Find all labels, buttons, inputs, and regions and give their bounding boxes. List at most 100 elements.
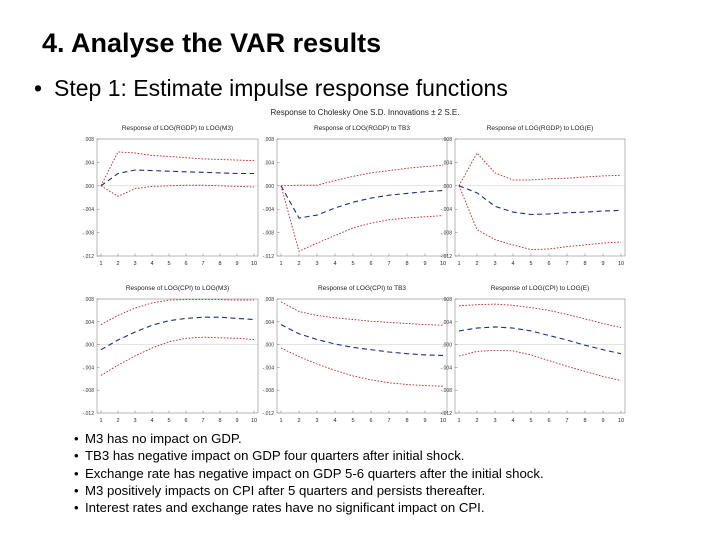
- x-tick-label: 9: [423, 261, 426, 267]
- y-tick-label: -.012: [83, 254, 95, 260]
- figure-title-text: Response to Cholesky One S.D. Innovation…: [270, 108, 460, 117]
- upper-band-line: [280, 164, 444, 187]
- x-tick-label: 9: [601, 261, 604, 267]
- y-tick-label: -.004: [83, 207, 95, 213]
- response-line: [280, 185, 444, 219]
- irf-panel: Response of LOG(CPI) to LOG(M3) .008 .004.…: [83, 285, 259, 424]
- y-tick-label: .004: [84, 160, 94, 166]
- slide-title: 4. Analyse the VAR results: [42, 28, 382, 58]
- y-tick-label: .008: [264, 137, 274, 143]
- x-tick-label: 5: [529, 418, 532, 424]
- lower-band-line: [458, 185, 622, 251]
- x-tick-label: 9: [235, 418, 238, 424]
- lower-band-line: [280, 185, 444, 252]
- figure-title: Response to Cholesky One S.D. Innovation…: [0, 108, 720, 117]
- x-tick-label: 8: [218, 261, 221, 267]
- y-tick-label: -.008: [263, 388, 275, 394]
- finding-item: Interest rates and exchange rates have n…: [74, 499, 544, 517]
- y-tick-label: .004: [264, 160, 274, 166]
- panel-frame: [96, 298, 259, 414]
- x-tick-label: 9: [235, 261, 238, 267]
- y-tick-label: -.004: [441, 207, 453, 213]
- y-tick-label: -.008: [441, 231, 453, 237]
- x-tick-label: 10: [251, 418, 257, 424]
- panel-title: Response of LOG(CPI) to TB3: [318, 285, 406, 292]
- panel-frame: [276, 138, 448, 257]
- x-tick-label: 5: [351, 261, 354, 267]
- x-tick-label: 8: [218, 418, 221, 424]
- y-tick-label: -.012: [441, 411, 453, 417]
- x-tick-label: 6: [369, 261, 372, 267]
- y-tick-label: .000: [442, 184, 452, 190]
- x-tick-label: 1: [99, 418, 102, 424]
- x-tick-label: 8: [405, 261, 408, 267]
- x-tick-label: 4: [150, 418, 153, 424]
- y-tick-label: -.012: [83, 411, 95, 417]
- x-tick-label: 2: [475, 261, 478, 267]
- step-bullet: •: [34, 75, 43, 101]
- x-tick-label: 1: [279, 261, 282, 267]
- y-tick-label: .004: [442, 160, 452, 166]
- x-tick-label: 6: [547, 261, 550, 267]
- upper-band-line: [100, 299, 254, 325]
- x-tick-label: 9: [601, 418, 604, 424]
- x-tick-label: 4: [333, 418, 336, 424]
- x-tick-label: 3: [315, 418, 318, 424]
- y-tick-label: .000: [264, 343, 274, 349]
- x-tick-label: 5: [167, 418, 170, 424]
- y-tick-label: .000: [84, 343, 94, 349]
- y-tick-label: .008: [442, 297, 452, 303]
- irf-panel: Response of LOG(RGDP) to LOG(M3) .008 .004…: [83, 125, 259, 267]
- x-tick-label: 3: [315, 261, 318, 267]
- y-tick-label: .008: [84, 297, 94, 303]
- x-tick-label: 10: [251, 261, 257, 267]
- x-tick-label: 1: [457, 418, 460, 424]
- y-tick-label: .004: [84, 320, 94, 326]
- x-tick-label: 1: [279, 418, 282, 424]
- x-tick-label: 4: [511, 418, 514, 424]
- x-tick-label: 5: [167, 261, 170, 267]
- x-tick-label: 7: [387, 418, 390, 424]
- x-tick-label: 2: [116, 261, 119, 267]
- y-tick-label: .000: [442, 343, 452, 349]
- response-line: [100, 316, 255, 351]
- panel-frame: [276, 298, 448, 414]
- irf-panel: Response of LOG(RGDP) to LOG(E) .008 .004.…: [441, 125, 626, 267]
- response-line: [100, 169, 254, 187]
- x-tick-label: 2: [297, 261, 300, 267]
- finding-item: M3 positively impacts on CPI after 5 qua…: [74, 482, 544, 500]
- irf-panel: Response of LOG(CPI) to LOG(E) .008 .004 .0…: [441, 285, 626, 424]
- y-tick-label: -.012: [441, 254, 453, 260]
- x-tick-label: 7: [565, 261, 568, 267]
- x-tick-label: 4: [511, 261, 514, 267]
- panel-title: Response of LOG(RGDP) to LOG(M3): [122, 125, 233, 132]
- y-tick-label: .000: [264, 184, 274, 190]
- upper-band-line: [458, 303, 622, 328]
- x-tick-label: 5: [529, 261, 532, 267]
- y-tick-label: -.012: [263, 411, 275, 417]
- finding-item: Exchange rate has negative impact on GDP…: [74, 465, 544, 483]
- lower-band-line: [100, 336, 255, 376]
- x-tick-label: 8: [583, 418, 586, 424]
- x-tick-label: 9: [423, 418, 426, 424]
- step-heading: • Step 1: Estimate impulse response funct…: [34, 75, 508, 102]
- y-tick-label: .008: [264, 297, 274, 303]
- finding-item: TB3 has negative impact on GDP four quar…: [74, 447, 544, 465]
- response-line: [458, 326, 622, 355]
- x-tick-label: 3: [493, 418, 496, 424]
- x-tick-label: 1: [99, 261, 102, 267]
- lower-band-line: [458, 349, 622, 381]
- panel-frame: [454, 138, 626, 257]
- impulse-response-charts: Response of LOG(RGDP) to LOG(M3) .008 .004…: [83, 125, 626, 424]
- x-tick-label: 3: [493, 261, 496, 267]
- x-tick-label: 10: [618, 418, 624, 424]
- y-tick-label: -.004: [83, 365, 95, 371]
- panel-title: Response of LOG(RGDP) to TB3: [314, 125, 410, 132]
- x-tick-label: 7: [565, 418, 568, 424]
- y-tick-label: .008: [442, 137, 452, 143]
- irf-panel: Response of LOG(CPI) to TB3 .008 .004 .000 -…: [263, 285, 448, 424]
- lower-band-line: [280, 347, 444, 387]
- x-tick-label: 10: [440, 261, 446, 267]
- panel-title: Response of LOG(CPI) to LOG(E): [491, 285, 590, 292]
- x-tick-label: 1: [457, 261, 460, 267]
